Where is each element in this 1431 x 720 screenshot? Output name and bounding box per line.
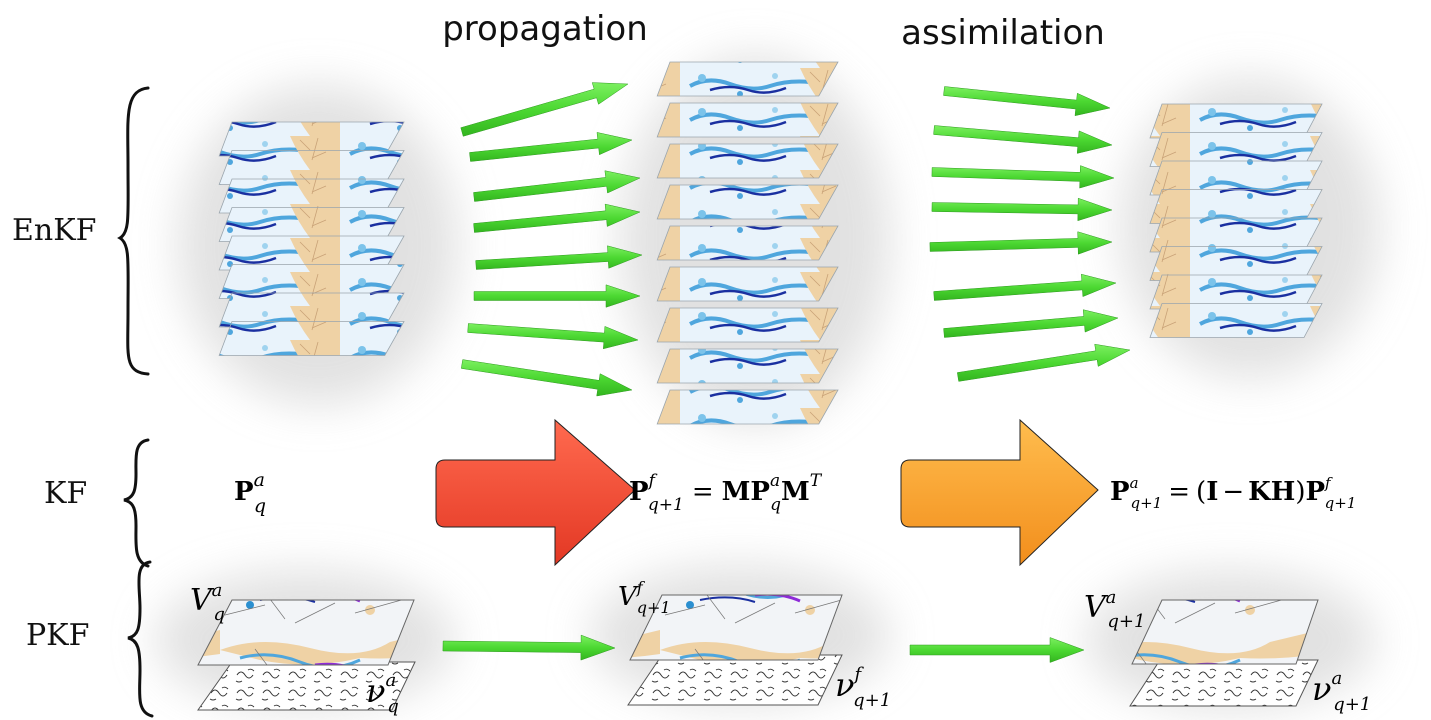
green-arrow: [460, 82, 629, 137]
assimilation-member-arrows: [929, 86, 1131, 382]
pkf-variance-analysis: Va q: [190, 580, 225, 625]
pkf-lengthscale-updated: νa q+1: [1312, 668, 1371, 715]
green-arrow: [931, 197, 1113, 222]
kf-brace: [123, 438, 150, 568]
green-arrow: [933, 125, 1113, 154]
green-arrow: [467, 323, 639, 350]
pkf-brace: [127, 560, 154, 718]
green-arrow: [909, 637, 1085, 663]
pkf-analysis-maps: [197, 599, 416, 711]
ensemble-member-map: [218, 321, 405, 356]
enkf-brace: [117, 86, 150, 376]
green-arrow: [957, 343, 1131, 382]
green-arrow: [475, 245, 643, 270]
pkf-lengthscale-analysis: νa q: [366, 670, 399, 717]
green-arrow: [473, 203, 641, 233]
ensemble-member-map: [656, 143, 839, 179]
kf-row-label: KF: [44, 476, 87, 511]
enkf-analysis-ensemble-stack: [218, 121, 405, 356]
enkf-updated-ensemble-stack: [1149, 103, 1323, 338]
kf-analysis-update: Pa q+1 = (I − KH)Pf q+1: [1110, 474, 1356, 512]
pkf-variance-updated: Va q+1: [1084, 587, 1145, 632]
assimilation-header: assimilation: [901, 13, 1105, 53]
pkf-lengthscale-forecast: νf q+1: [835, 664, 891, 711]
green-arrow: [461, 359, 633, 397]
ensemble-member-map: [656, 307, 839, 343]
pkf-transition-arrows: [442, 634, 1085, 663]
green-arrow: [469, 132, 633, 162]
green-arrow: [929, 231, 1113, 255]
pkf-forecast-maps: [627, 594, 843, 706]
propagation-header: propagation: [442, 9, 648, 49]
ensemble-member-map: [656, 266, 839, 302]
green-arrow: [943, 309, 1119, 338]
ensemble-member-map: [656, 184, 839, 220]
ensemble-member-map: [656, 389, 839, 425]
green-arrow: [442, 634, 616, 661]
pkf-variance-forecast: Vf q+1: [618, 578, 671, 617]
enkf-row-label: EnKF: [12, 213, 96, 248]
green-arrow: [473, 170, 641, 202]
assimilation-block-arrow: [900, 418, 1099, 567]
pkf-row-label: PKF: [26, 618, 89, 653]
ensemble-member-map: [656, 225, 839, 261]
green-arrow: [933, 273, 1117, 301]
green-arrow: [931, 165, 1115, 189]
ensemble-member-map: [656, 102, 839, 138]
enkf-forecast-ensemble-stack: [656, 61, 839, 425]
green-arrow: [943, 86, 1111, 117]
ensemble-member-map: [656, 61, 839, 97]
pkf-updated-maps: [1129, 599, 1319, 707]
propagation-block-arrow: [435, 418, 636, 567]
propagation-member-arrows: [460, 82, 643, 397]
kf-analysis-covariance: Pa q: [234, 469, 266, 517]
green-arrow: [473, 284, 641, 308]
kf-forecast-covariance: Pf q+1 = MPa qMT: [629, 471, 823, 515]
ensemble-member-map: [1149, 303, 1323, 338]
ensemble-member-map: [656, 348, 839, 384]
